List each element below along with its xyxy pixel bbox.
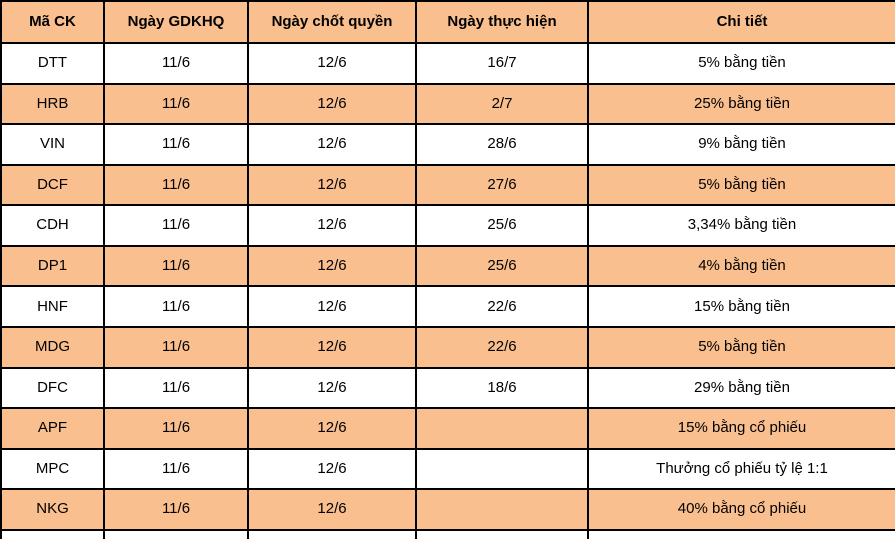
cell-ngay-chot-quyen xyxy=(247,528,417,539)
cell-ngay-gdkhq: 11/6 xyxy=(103,326,249,369)
cell-ma-ck: DTT xyxy=(0,42,105,85)
cell-ma-ck: HNF xyxy=(0,285,105,329)
header-ma-ck: Mã CK xyxy=(0,0,105,44)
cell-ngay-gdkhq: 11/6 xyxy=(103,123,249,166)
cell-ngay-thuc-hien: 25/6 xyxy=(415,244,589,288)
table-row: VIN 11/6 12/6 28/6 9% bằng tiền xyxy=(0,123,895,166)
cell-ngay-gdkhq: 11/6 xyxy=(103,42,249,85)
cell-chi-tiet: 5% bằng tiền xyxy=(587,163,895,207)
cell-chi-tiet: 3,34% bằng tiền xyxy=(587,204,895,247)
table-row: CDH 11/6 12/6 25/6 3,34% bằng tiền xyxy=(0,204,895,247)
cell-ma-ck: VIN xyxy=(0,123,105,166)
cell-ngay-gdkhq: 11/6 xyxy=(103,204,249,247)
cell-ma-ck: MPC xyxy=(0,447,105,491)
cell-ngay-chot-quyen: 12/6 xyxy=(247,123,417,166)
table-row: DTT 11/6 12/6 16/7 5% bằng tiền xyxy=(0,42,895,85)
table-row: MPC 11/6 12/6 Thưởng cổ phiếu tỷ lệ 1:1 xyxy=(0,447,895,491)
cell-ngay-chot-quyen: 12/6 xyxy=(247,447,417,491)
cell-ngay-thuc-hien xyxy=(415,407,589,450)
cell-ngay-chot-quyen: 12/6 xyxy=(247,285,417,329)
cell-ngay-chot-quyen: 12/6 xyxy=(247,163,417,207)
cell-chi-tiet xyxy=(587,528,895,539)
cell-ngay-chot-quyen: 12/6 xyxy=(247,366,417,410)
cell-ngay-thuc-hien: 28/6 xyxy=(415,123,589,166)
cell-ngay-gdkhq: 11/6 xyxy=(103,163,249,207)
cell-chi-tiet: 15% bằng cổ phiếu xyxy=(587,407,895,450)
cell-ma-ck: CDH xyxy=(0,204,105,247)
cell-ma-ck xyxy=(0,528,105,539)
cell-ngay-chot-quyen: 12/6 xyxy=(247,42,417,85)
header-chi-tiet: Chi tiết xyxy=(587,0,895,44)
cell-ngay-gdkhq: 11/6 xyxy=(103,407,249,450)
cell-ngay-thuc-hien: 22/6 xyxy=(415,285,589,329)
table-row: DP1 11/6 12/6 25/6 4% bằng tiền xyxy=(0,244,895,288)
cell-ma-ck: DFC xyxy=(0,366,105,410)
cell-chi-tiet: 5% bằng tiền xyxy=(587,42,895,85)
cell-ngay-chot-quyen: 12/6 xyxy=(247,82,417,126)
cell-ngay-thuc-hien xyxy=(415,528,589,539)
cell-ngay-chot-quyen: 12/6 xyxy=(247,326,417,369)
table-body: DTT 11/6 12/6 16/7 5% bằng tiền HRB 11/6… xyxy=(0,42,895,539)
cell-ngay-thuc-hien xyxy=(415,488,589,531)
cell-ngay-gdkhq: 11/6 xyxy=(103,285,249,329)
cell-chi-tiet: 29% bằng tiền xyxy=(587,366,895,410)
cell-chi-tiet: 4% bằng tiền xyxy=(587,244,895,288)
cell-ma-ck: DP1 xyxy=(0,244,105,288)
table-row-partial xyxy=(0,528,895,539)
cell-ngay-gdkhq: 11/6 xyxy=(103,244,249,288)
cell-ma-ck: MDG xyxy=(0,326,105,369)
table-row: NKG 11/6 12/6 40% bằng cổ phiếu xyxy=(0,488,895,531)
cell-ma-ck: DCF xyxy=(0,163,105,207)
cell-ngay-gdkhq: 11/6 xyxy=(103,82,249,126)
cell-ngay-thuc-hien xyxy=(415,447,589,491)
table-row: APF 11/6 12/6 15% bằng cổ phiếu xyxy=(0,407,895,450)
cell-ngay-chot-quyen: 12/6 xyxy=(247,488,417,531)
cell-ngay-chot-quyen: 12/6 xyxy=(247,204,417,247)
cell-ngay-gdkhq: 11/6 xyxy=(103,366,249,410)
cell-ma-ck: APF xyxy=(0,407,105,450)
table-row: DCF 11/6 12/6 27/6 5% bằng tiền xyxy=(0,163,895,207)
cell-chi-tiet: 15% bằng tiền xyxy=(587,285,895,329)
cell-ngay-thuc-hien: 18/6 xyxy=(415,366,589,410)
cell-ngay-thuc-hien: 27/6 xyxy=(415,163,589,207)
header-ngay-gdkhq: Ngày GDKHQ xyxy=(103,0,249,44)
cell-chi-tiet: 9% bằng tiền xyxy=(587,123,895,166)
cell-ngay-thuc-hien: 22/6 xyxy=(415,326,589,369)
cell-ngay-chot-quyen: 12/6 xyxy=(247,407,417,450)
header-ngay-chot-quyen: Ngày chốt quyền xyxy=(247,0,417,44)
cell-ma-ck: HRB xyxy=(0,82,105,126)
table-row: MDG 11/6 12/6 22/6 5% bằng tiền xyxy=(0,326,895,369)
cell-ngay-chot-quyen: 12/6 xyxy=(247,244,417,288)
cell-ngay-gdkhq xyxy=(103,528,249,539)
cell-chi-tiet: 25% bằng tiền xyxy=(587,82,895,126)
cell-chi-tiet: 5% bằng tiền xyxy=(587,326,895,369)
cell-ngay-gdkhq: 11/6 xyxy=(103,488,249,531)
header-ngay-thuc-hien: Ngày thực hiện xyxy=(415,0,589,44)
cell-chi-tiet: Thưởng cổ phiếu tỷ lệ 1:1 xyxy=(587,447,895,491)
cell-ma-ck: NKG xyxy=(0,488,105,531)
table-row: HRB 11/6 12/6 2/7 25% bằng tiền xyxy=(0,82,895,126)
cell-ngay-thuc-hien: 2/7 xyxy=(415,82,589,126)
cell-chi-tiet: 40% bằng cổ phiếu xyxy=(587,488,895,531)
cell-ngay-thuc-hien: 16/7 xyxy=(415,42,589,85)
cell-ngay-gdkhq: 11/6 xyxy=(103,447,249,491)
table-row: DFC 11/6 12/6 18/6 29% bằng tiền xyxy=(0,366,895,410)
cell-ngay-thuc-hien: 25/6 xyxy=(415,204,589,247)
table-header: Mã CK Ngày GDKHQ Ngày chốt quyền Ngày th… xyxy=(0,0,895,44)
table-row: HNF 11/6 12/6 22/6 15% bằng tiền xyxy=(0,285,895,329)
header-row: Mã CK Ngày GDKHQ Ngày chốt quyền Ngày th… xyxy=(0,0,895,44)
